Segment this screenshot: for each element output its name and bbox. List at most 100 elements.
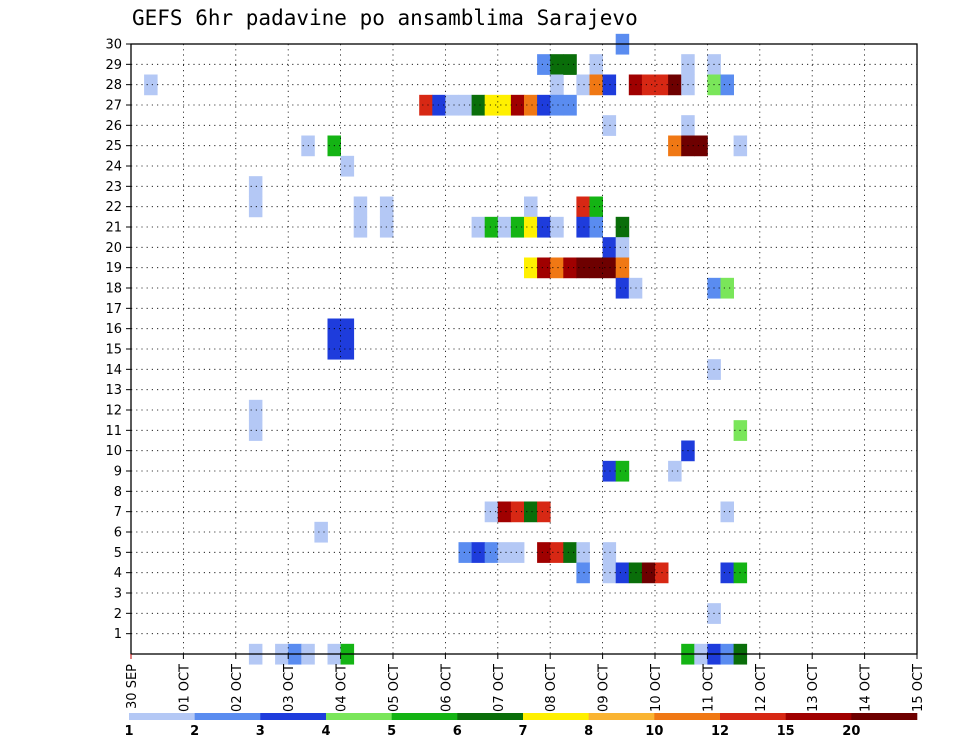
- legend-label: 12: [711, 724, 729, 739]
- x-tick-label: 15 OCT: [911, 664, 926, 712]
- y-tick-label: 12: [105, 404, 122, 419]
- heatmap-cell: [576, 257, 590, 279]
- heatmap-cell: [458, 94, 472, 116]
- y-tick-label: 13: [105, 383, 122, 398]
- x-tick-label: 13 OCT: [806, 664, 821, 712]
- legend-swatch: [391, 713, 458, 720]
- y-tick-label: 27: [105, 99, 122, 114]
- heatmap-cell: [589, 54, 603, 75]
- legend-swatch: [588, 713, 655, 720]
- y-tick-label: 1: [114, 627, 122, 642]
- heatmap-cell: [602, 74, 617, 96]
- x-axis-ticks: 30 SEP 01 OCT 02 OCT 03 OCT 04 OCT 05 OCT 06 O…: [125, 654, 926, 712]
- legend-label: 15: [777, 724, 795, 739]
- heatmap-cell: [550, 257, 564, 279]
- heatmap-cell: [524, 94, 538, 116]
- legend-swatch: [260, 713, 327, 720]
- legend-label: 1: [124, 724, 133, 739]
- legend-label: 6: [453, 724, 462, 739]
- heatmap-cell: [668, 74, 682, 96]
- heatmap-cell: [615, 460, 630, 482]
- y-tick-label: 2: [114, 607, 122, 622]
- heatmap-cell: [510, 94, 525, 116]
- y-tick-label: 11: [105, 424, 122, 439]
- heatmap-cells: [144, 33, 748, 665]
- heatmap-cell: [432, 94, 446, 116]
- y-tick-label: 14: [105, 363, 122, 378]
- y-tick-label: 10: [105, 444, 122, 459]
- legend-swatch: [851, 713, 918, 720]
- heatmap-cell: [576, 74, 590, 96]
- heatmap-cell: [550, 54, 564, 75]
- y-tick-label: 15: [105, 343, 122, 358]
- x-tick-label: 12 OCT: [754, 664, 769, 712]
- legend-swatch: [523, 713, 589, 720]
- heatmap-cell: [641, 74, 656, 96]
- heatmap-cell: [510, 542, 525, 563]
- y-tick-label: 6: [114, 526, 122, 541]
- heatmap-cell: [340, 318, 355, 340]
- heatmap-cell: [537, 257, 551, 279]
- heatmap-cell: [484, 542, 499, 563]
- x-tick-label: 14 OCT: [859, 664, 874, 712]
- y-tick-label: 30: [105, 38, 122, 53]
- heatmap-cell: [537, 542, 551, 563]
- x-tick-label: 04 OCT: [335, 664, 350, 712]
- x-tick-label: 30 SEP: [125, 664, 140, 709]
- y-tick-label: 18: [105, 282, 122, 297]
- y-tick-label: 17: [105, 302, 122, 317]
- heatmap-cell: [615, 257, 630, 279]
- grid-lines: [131, 44, 917, 654]
- heatmap-cell: [484, 94, 499, 116]
- heatmap-cell: [576, 562, 590, 584]
- heatmap-cell: [720, 74, 734, 96]
- legend-label: 7: [518, 724, 527, 739]
- heatmap-cell: [615, 237, 630, 258]
- heatmap-cell: [550, 542, 564, 563]
- heatmap-cell: [510, 216, 525, 238]
- heatmap-cell: [524, 216, 538, 238]
- heatmap-cell: [524, 501, 538, 523]
- y-tick-label: 29: [105, 58, 122, 73]
- y-tick-label: 26: [105, 119, 122, 134]
- heatmap-cell: [537, 216, 551, 238]
- heatmap-cell: [484, 216, 499, 238]
- heatmap-cell: [314, 521, 328, 543]
- legend-label: 3: [256, 724, 265, 739]
- heatmap-cell: [602, 460, 617, 482]
- heatmap-cell: [576, 196, 590, 218]
- y-tick-label: 20: [105, 241, 122, 256]
- heatmap-cell: [248, 399, 263, 421]
- heatmap-cell: [550, 74, 564, 96]
- x-tick-label: 01 OCT: [177, 664, 192, 712]
- legend-swatch: [720, 713, 786, 720]
- heatmap-cell: [524, 196, 538, 218]
- heatmap-cell: [602, 562, 617, 584]
- legend-label: 8: [584, 724, 593, 739]
- legend-swatch: [194, 713, 261, 720]
- x-tick-label: 02 OCT: [230, 664, 245, 712]
- heatmap-cell: [602, 542, 617, 563]
- legend-swatch: [457, 713, 524, 720]
- x-tick-label: 07 OCT: [492, 664, 507, 712]
- heatmap-cell: [497, 94, 512, 116]
- heatmap-cell: [576, 542, 590, 563]
- legend-label: 10: [645, 724, 663, 739]
- x-tick-label: 05 OCT: [387, 664, 402, 712]
- heatmap-cell: [602, 115, 617, 136]
- y-tick-label: 7: [114, 505, 122, 520]
- legend-label: 4: [321, 724, 330, 739]
- heatmap-cell: [615, 562, 630, 584]
- heatmap-cell: [720, 562, 734, 584]
- heatmap-cell: [615, 216, 630, 238]
- heatmap-cell: [537, 54, 551, 75]
- legend-label: 20: [842, 724, 860, 739]
- heatmap-cell: [589, 257, 603, 279]
- heatmap-cell: [694, 135, 708, 157]
- heatmap-cell: [720, 501, 734, 523]
- y-tick-label: 25: [105, 139, 122, 154]
- y-tick-label: 28: [105, 78, 122, 93]
- legend-swatch: [654, 713, 721, 720]
- heatmap-cell: [248, 176, 263, 197]
